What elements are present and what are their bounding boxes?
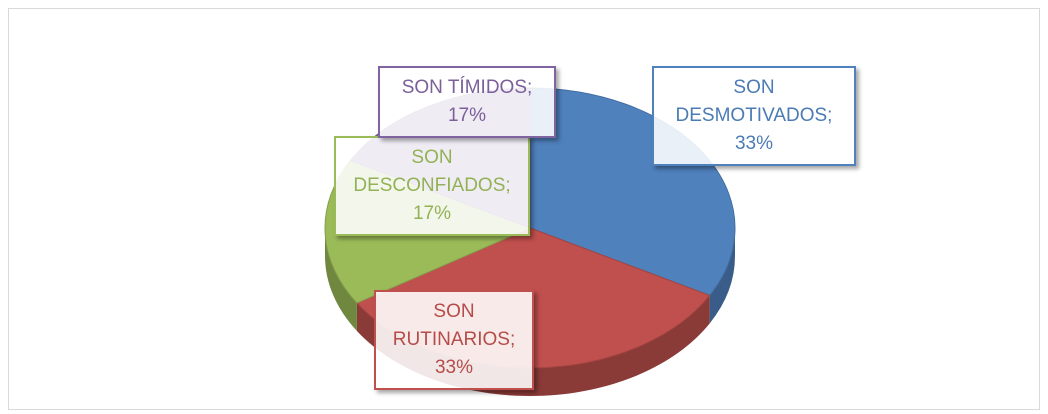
chart-frame [8, 8, 1040, 410]
category-label: SON DESCONFIADOS; [353, 147, 511, 196]
value-label: 17% [447, 105, 487, 126]
category-label: SON TÍMIDOS; [401, 77, 533, 98]
value-label: 17% [412, 203, 452, 224]
slice-side [325, 228, 357, 332]
category-label: SON DESMOTIVADOS; [675, 77, 833, 126]
data-label: SON DESCONFIADOS; 17% [334, 136, 530, 236]
data-label: SON RUTINARIOS; 33% [374, 290, 534, 390]
data-label: SON TÍMIDOS; 17% [378, 66, 556, 138]
value-label: 33% [734, 133, 774, 154]
category-label: SON RUTINARIOS; [392, 301, 516, 350]
data-label: SON DESMOTIVADOS; 33% [652, 66, 856, 166]
value-label: 33% [434, 357, 474, 378]
slice-side [709, 228, 735, 324]
